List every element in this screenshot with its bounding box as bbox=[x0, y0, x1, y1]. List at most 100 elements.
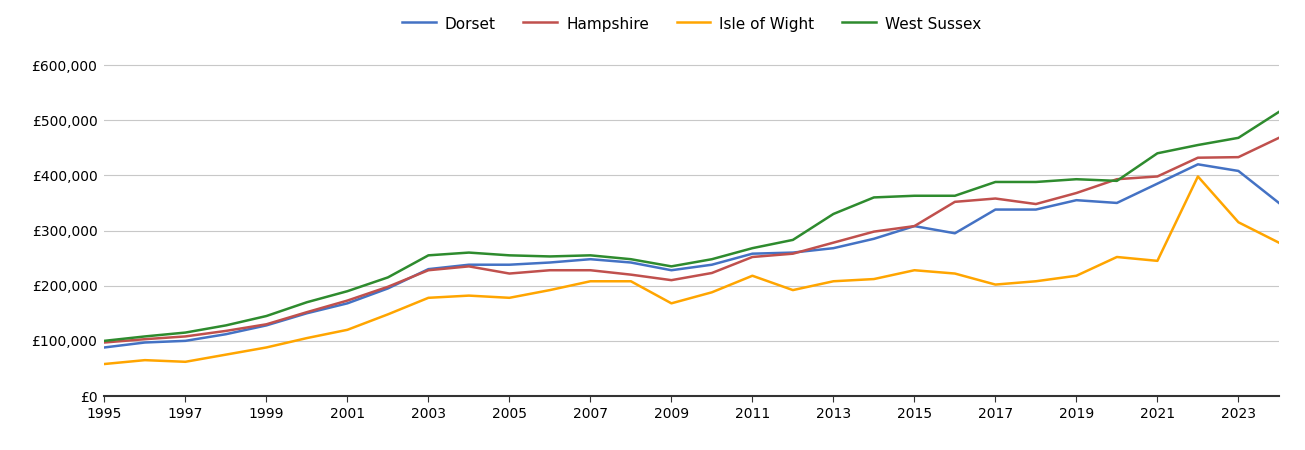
West Sussex bbox=[907, 193, 923, 198]
Dorset bbox=[1109, 200, 1125, 206]
Hampshire bbox=[786, 251, 801, 256]
Dorset bbox=[177, 338, 193, 343]
Isle of Wight bbox=[988, 282, 1004, 287]
Isle of Wight bbox=[907, 268, 923, 273]
Isle of Wight bbox=[867, 276, 882, 282]
West Sussex bbox=[988, 179, 1004, 184]
Isle of Wight bbox=[705, 290, 720, 295]
West Sussex bbox=[786, 237, 801, 243]
Isle of Wight bbox=[339, 327, 355, 333]
Isle of Wight bbox=[1150, 258, 1165, 264]
West Sussex bbox=[542, 254, 557, 259]
Hampshire bbox=[947, 199, 963, 205]
West Sussex bbox=[218, 323, 234, 328]
Hampshire bbox=[582, 268, 598, 273]
West Sussex bbox=[339, 288, 355, 294]
Isle of Wight bbox=[461, 293, 476, 298]
Dorset bbox=[1190, 162, 1206, 167]
West Sussex bbox=[299, 300, 315, 305]
Hampshire bbox=[867, 229, 882, 234]
Isle of Wight bbox=[97, 361, 112, 367]
Isle of Wight bbox=[582, 279, 598, 284]
Hampshire bbox=[501, 271, 517, 276]
Isle of Wight bbox=[420, 295, 436, 301]
West Sussex bbox=[461, 250, 476, 255]
Hampshire bbox=[542, 268, 557, 273]
Dorset bbox=[988, 207, 1004, 212]
Hampshire bbox=[1190, 155, 1206, 160]
West Sussex bbox=[1190, 142, 1206, 148]
West Sussex bbox=[867, 195, 882, 200]
West Sussex bbox=[501, 252, 517, 258]
Dorset bbox=[947, 230, 963, 236]
Dorset bbox=[97, 345, 112, 350]
Isle of Wight bbox=[177, 359, 193, 364]
Isle of Wight bbox=[1190, 174, 1206, 179]
Hampshire bbox=[420, 268, 436, 273]
Hampshire bbox=[1028, 201, 1044, 207]
Isle of Wight bbox=[218, 352, 234, 357]
Isle of Wight bbox=[745, 273, 761, 279]
Isle of Wight bbox=[622, 279, 638, 284]
Line: Hampshire: Hampshire bbox=[104, 138, 1279, 342]
Dorset bbox=[867, 236, 882, 242]
Isle of Wight bbox=[947, 271, 963, 276]
Hampshire bbox=[1271, 135, 1287, 140]
Dorset bbox=[1150, 181, 1165, 186]
West Sussex bbox=[663, 264, 679, 269]
West Sussex bbox=[137, 334, 153, 339]
West Sussex bbox=[1150, 151, 1165, 156]
West Sussex bbox=[177, 330, 193, 335]
Legend: Dorset, Hampshire, Isle of Wight, West Sussex: Dorset, Hampshire, Isle of Wight, West S… bbox=[397, 10, 987, 38]
Isle of Wight bbox=[1271, 240, 1287, 245]
West Sussex bbox=[1231, 135, 1246, 140]
Hampshire bbox=[988, 196, 1004, 201]
Dorset bbox=[622, 260, 638, 265]
Dorset bbox=[461, 262, 476, 267]
Dorset bbox=[705, 262, 720, 267]
Isle of Wight bbox=[663, 301, 679, 306]
Isle of Wight bbox=[501, 295, 517, 301]
West Sussex bbox=[705, 256, 720, 262]
Line: Isle of Wight: Isle of Wight bbox=[104, 176, 1279, 364]
Dorset bbox=[380, 286, 395, 291]
West Sussex bbox=[622, 256, 638, 262]
Dorset bbox=[786, 250, 801, 255]
Isle of Wight bbox=[1109, 254, 1125, 260]
Hampshire bbox=[137, 337, 153, 342]
Hampshire bbox=[97, 340, 112, 345]
Isle of Wight bbox=[299, 335, 315, 341]
West Sussex bbox=[1069, 176, 1084, 182]
Hampshire bbox=[826, 240, 842, 245]
Hampshire bbox=[461, 264, 476, 269]
Dorset bbox=[1028, 207, 1044, 212]
West Sussex bbox=[947, 193, 963, 198]
Hampshire bbox=[299, 310, 315, 315]
Line: West Sussex: West Sussex bbox=[104, 112, 1279, 341]
Dorset bbox=[299, 310, 315, 316]
Dorset bbox=[663, 268, 679, 273]
Isle of Wight bbox=[1231, 220, 1246, 225]
Dorset bbox=[745, 251, 761, 256]
West Sussex bbox=[582, 252, 598, 258]
Isle of Wight bbox=[542, 288, 557, 293]
Dorset bbox=[339, 301, 355, 306]
Line: Dorset: Dorset bbox=[104, 164, 1279, 347]
Hampshire bbox=[907, 223, 923, 229]
Isle of Wight bbox=[826, 279, 842, 284]
West Sussex bbox=[258, 313, 274, 319]
West Sussex bbox=[380, 274, 395, 280]
Isle of Wight bbox=[380, 312, 395, 317]
Hampshire bbox=[218, 328, 234, 333]
Dorset bbox=[1069, 198, 1084, 203]
Dorset bbox=[907, 223, 923, 229]
Hampshire bbox=[1231, 154, 1246, 160]
West Sussex bbox=[97, 338, 112, 343]
West Sussex bbox=[826, 211, 842, 216]
West Sussex bbox=[1109, 178, 1125, 184]
West Sussex bbox=[420, 252, 436, 258]
Isle of Wight bbox=[258, 345, 274, 350]
West Sussex bbox=[1271, 109, 1287, 115]
Hampshire bbox=[380, 284, 395, 289]
Hampshire bbox=[177, 334, 193, 339]
